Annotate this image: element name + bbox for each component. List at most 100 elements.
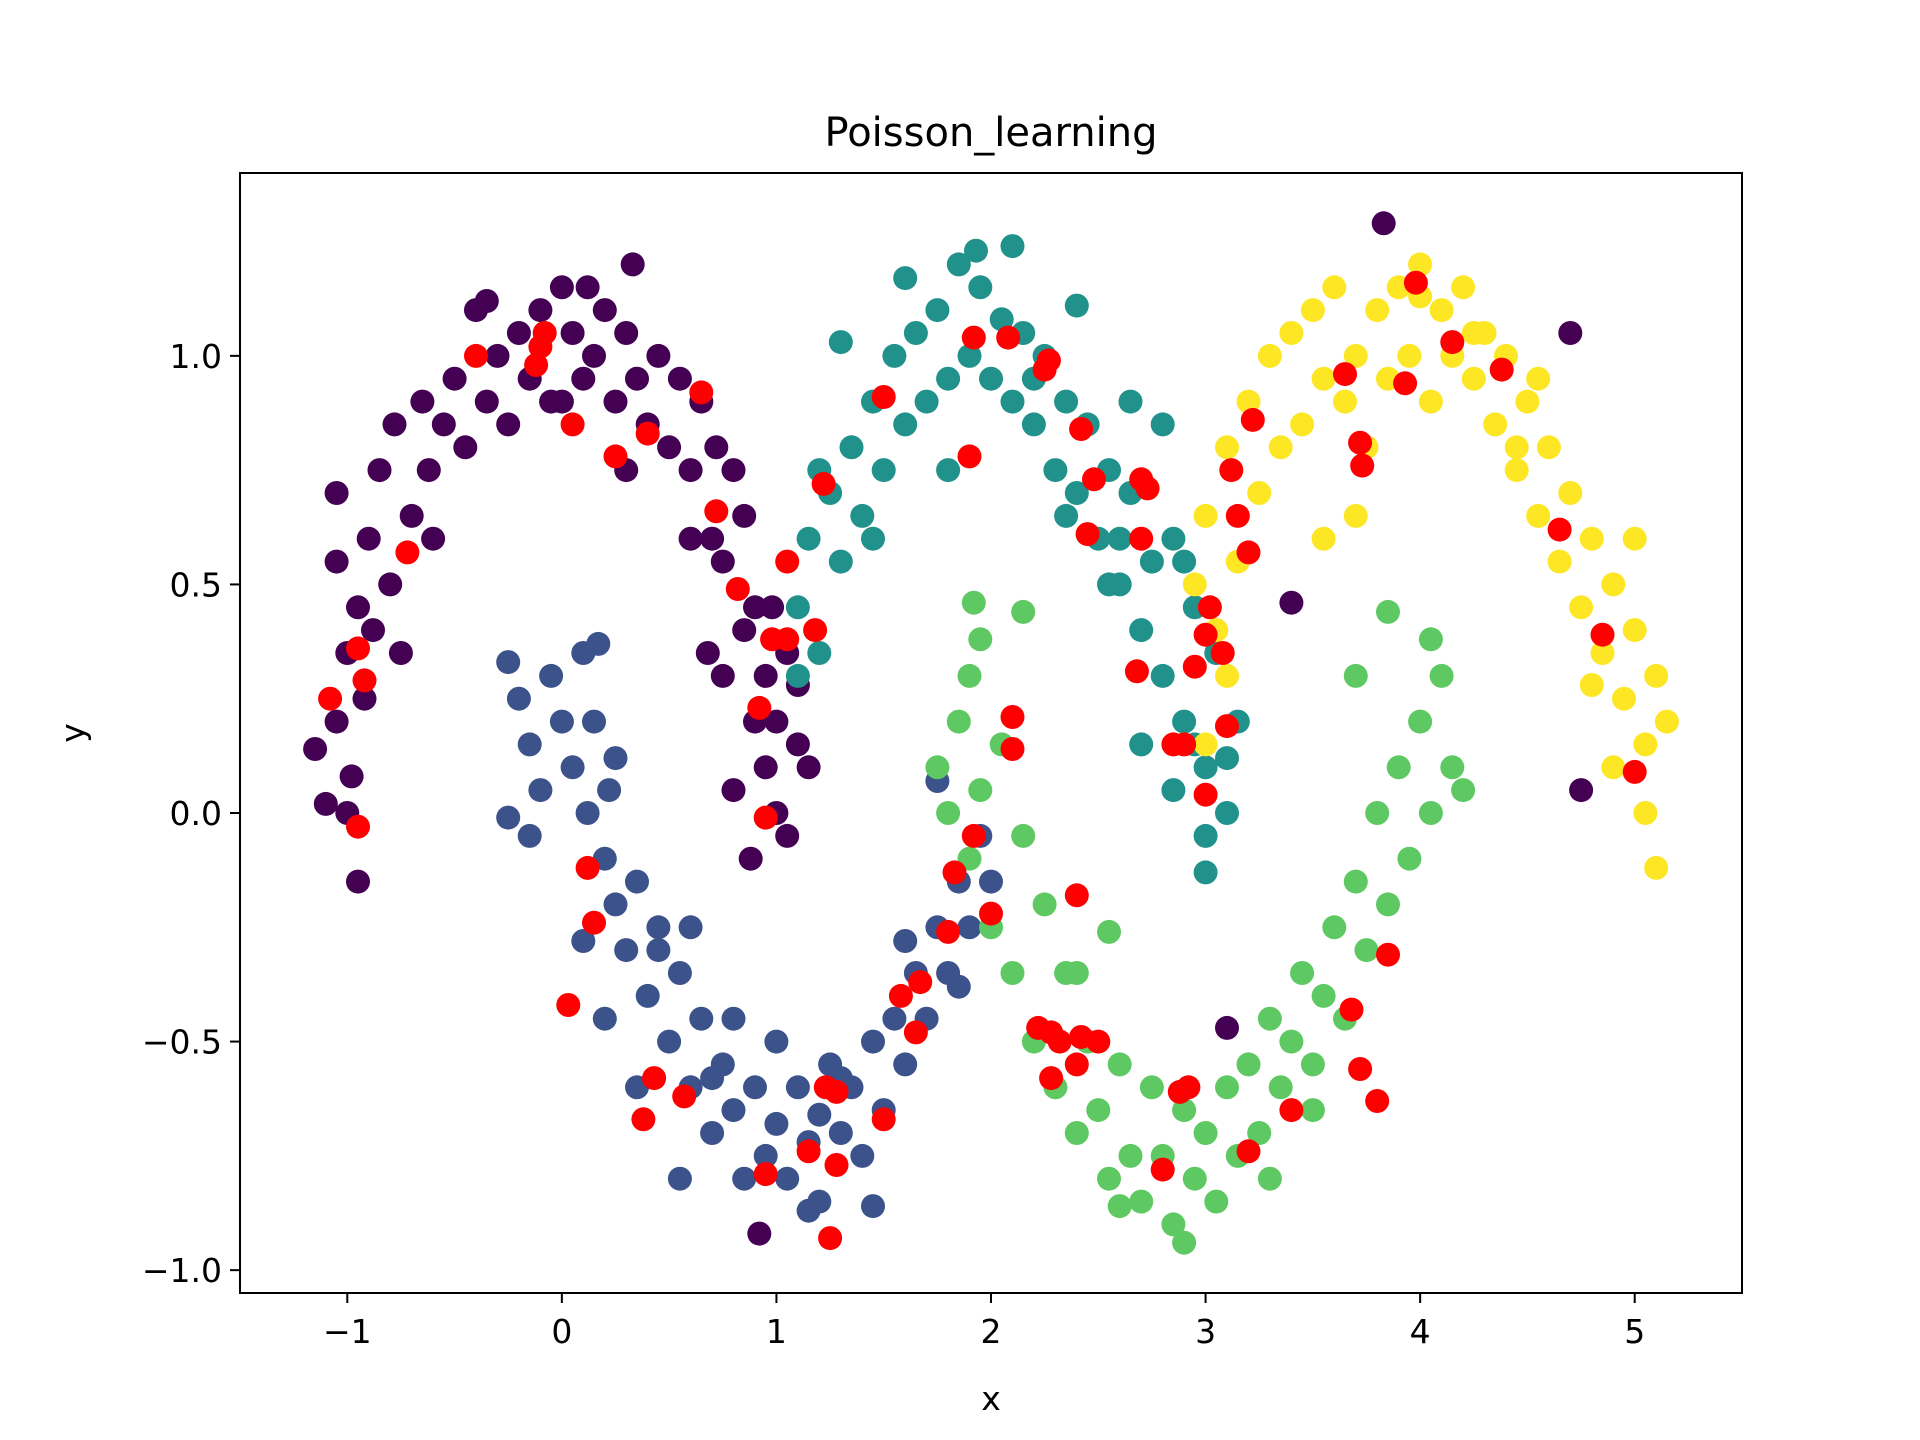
labeled-point [1403, 270, 1428, 295]
data-point-class1 [850, 1143, 875, 1168]
labeled-point [1339, 997, 1364, 1022]
data-point-class4 [1322, 275, 1347, 300]
data-point-class3 [1193, 1121, 1218, 1145]
data-point-class4 [1311, 366, 1336, 391]
labeled-point [1129, 526, 1154, 551]
labeled-point [346, 636, 370, 661]
data-point-class0 [346, 595, 370, 620]
data-point-class3 [1279, 1029, 1304, 1054]
data-point-class3 [1376, 892, 1400, 917]
labeled-point [603, 444, 628, 469]
labeled-point [1279, 1098, 1304, 1123]
labeled-point [775, 549, 800, 574]
data-point-class4 [1633, 732, 1658, 757]
data-point-class0 [582, 343, 606, 368]
data-point-class0 [367, 458, 392, 483]
data-point-class2 [1097, 572, 1121, 597]
data-point-class4 [1504, 435, 1529, 460]
data-point-class1 [549, 709, 574, 734]
data-point-class0 [575, 275, 600, 300]
data-point-class0 [560, 321, 585, 345]
data-point-class2 [893, 412, 918, 437]
data-point-class2 [1107, 526, 1132, 551]
labeled-point [1236, 540, 1261, 565]
data-point-class4 [1311, 526, 1336, 551]
data-point-class3 [1086, 1098, 1111, 1123]
data-point-class2 [979, 366, 1003, 391]
labeled-point [1000, 705, 1025, 729]
data-point-class1 [582, 709, 606, 734]
labeled-point [753, 805, 778, 830]
data-point-class2 [1139, 549, 1164, 574]
data-point-class1 [893, 1052, 918, 1077]
data-point-class0 [657, 435, 682, 460]
labeled-point [1082, 467, 1106, 492]
data-point-class4 [1644, 663, 1669, 688]
data-point-class0 [732, 618, 757, 643]
data-point-class3 [1418, 801, 1443, 825]
labeled-point [1064, 883, 1089, 908]
data-point-class4 [1461, 321, 1486, 345]
y-tick-label: 1.0 [170, 337, 222, 376]
labeled-point [631, 1107, 656, 1132]
data-point-class4 [1569, 595, 1594, 620]
data-point-class0 [549, 275, 574, 300]
data-point-class1 [667, 1166, 692, 1191]
data-point-class0 [721, 458, 746, 483]
data-point-class2 [1054, 503, 1079, 528]
data-point-class0 [614, 321, 639, 345]
data-point-class1 [496, 650, 521, 675]
labeled-point [1193, 782, 1218, 807]
data-point-class2 [893, 266, 918, 291]
data-point-class0 [1569, 778, 1594, 803]
data-point-class3 [1376, 599, 1400, 624]
data-point-class3 [936, 801, 961, 825]
labeled-point [1172, 732, 1197, 757]
x-tick-label: 2 [981, 1312, 1002, 1351]
data-point-class4 [1247, 481, 1272, 505]
data-point-class1 [506, 686, 531, 711]
data-point-class2 [1150, 663, 1175, 688]
data-point-class4 [1193, 732, 1218, 757]
labeled-point [1182, 654, 1207, 679]
labeled-point [1547, 517, 1572, 542]
data-point-class1 [539, 663, 564, 688]
data-point-class0 [743, 595, 767, 620]
points-layer [303, 211, 1679, 1255]
data-point-class2 [1043, 458, 1068, 483]
data-point-class4 [1461, 366, 1486, 391]
labeled-point [796, 1139, 821, 1164]
data-point-class1 [828, 1121, 853, 1145]
data-point-class4 [1268, 435, 1293, 460]
data-point-class3 [1300, 1098, 1325, 1123]
data-point-class1 [667, 961, 692, 985]
labeled-point [888, 983, 913, 1008]
data-point-class0 [747, 1221, 772, 1246]
data-point-class4 [1515, 389, 1540, 414]
data-point-class3 [1236, 1052, 1261, 1077]
labeled-point [560, 412, 585, 437]
x-tick-label: 0 [551, 1312, 572, 1351]
data-point-class4 [1290, 412, 1315, 437]
labeled-point [1622, 759, 1647, 784]
data-point-class1 [979, 869, 1003, 894]
x-tick-label: 1 [766, 1312, 787, 1351]
data-point-class2 [936, 458, 961, 483]
data-point-class2 [989, 307, 1014, 332]
data-point-class0 [1558, 321, 1583, 345]
labeled-point [824, 1079, 849, 1104]
data-point-class3 [1311, 983, 1336, 1008]
data-point-class3 [1032, 892, 1057, 917]
data-point-class3 [1118, 1143, 1143, 1168]
data-point-class0 [324, 481, 349, 505]
data-point-class0 [474, 389, 499, 414]
data-point-class2 [1000, 389, 1025, 414]
data-point-class1 [560, 755, 585, 780]
data-point-class0 [496, 412, 521, 437]
data-point-class0 [352, 686, 377, 711]
data-point-class0 [785, 732, 810, 757]
data-point-class2 [1215, 801, 1239, 825]
data-point-class4 [1601, 572, 1626, 597]
data-point-class1 [732, 1166, 757, 1191]
